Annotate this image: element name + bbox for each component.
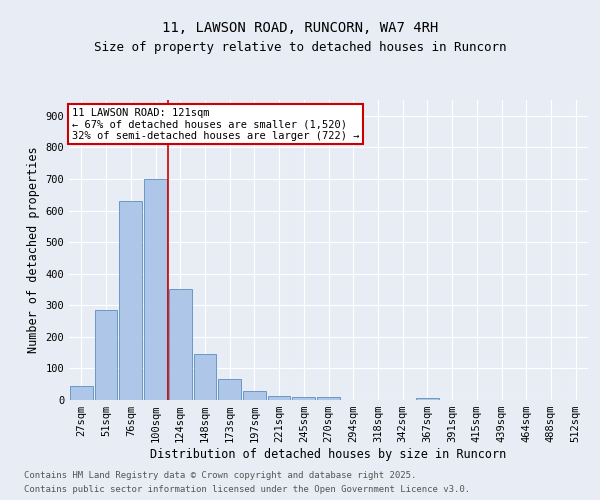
Text: Contains HM Land Registry data © Crown copyright and database right 2025.: Contains HM Land Registry data © Crown c… — [24, 472, 416, 480]
Bar — [243, 390, 266, 400]
Bar — [194, 354, 216, 400]
Bar — [268, 396, 290, 400]
Bar — [169, 290, 191, 400]
Text: 11, LAWSON ROAD, RUNCORN, WA7 4RH: 11, LAWSON ROAD, RUNCORN, WA7 4RH — [162, 20, 438, 34]
Bar — [119, 201, 142, 400]
Bar — [144, 179, 167, 400]
Text: Size of property relative to detached houses in Runcorn: Size of property relative to detached ho… — [94, 41, 506, 54]
Bar — [95, 310, 118, 400]
X-axis label: Distribution of detached houses by size in Runcorn: Distribution of detached houses by size … — [151, 448, 506, 461]
Y-axis label: Number of detached properties: Number of detached properties — [27, 146, 40, 354]
Bar — [70, 386, 93, 400]
Bar — [292, 398, 315, 400]
Bar — [416, 398, 439, 400]
Bar — [317, 397, 340, 400]
Text: Contains public sector information licensed under the Open Government Licence v3: Contains public sector information licen… — [24, 484, 470, 494]
Text: 11 LAWSON ROAD: 121sqm
← 67% of detached houses are smaller (1,520)
32% of semi-: 11 LAWSON ROAD: 121sqm ← 67% of detached… — [71, 108, 359, 140]
Bar — [218, 380, 241, 400]
